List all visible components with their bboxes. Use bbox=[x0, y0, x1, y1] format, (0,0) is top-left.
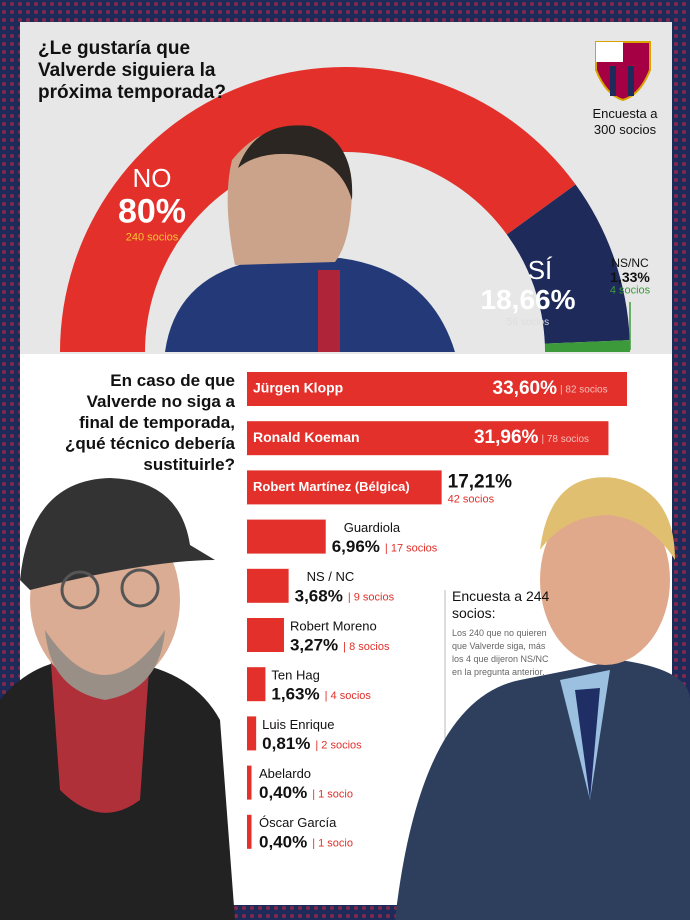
count-label: | 82 socios bbox=[560, 385, 608, 396]
bar bbox=[247, 667, 266, 702]
value-label: 3,27% bbox=[290, 635, 338, 654]
bar bbox=[247, 470, 442, 505]
bar bbox=[247, 814, 252, 849]
poll-note: Encuesta a 300 socios bbox=[592, 106, 658, 137]
count-label: | 1 socio bbox=[312, 838, 353, 850]
count-label: | 2 socios bbox=[315, 739, 362, 751]
count-label: | 17 socios bbox=[385, 543, 438, 555]
bars-note: Los 240 que no quieren que Valverde siga… bbox=[452, 628, 549, 677]
segment-label: NO bbox=[133, 163, 172, 193]
bar bbox=[247, 765, 252, 800]
value-label: 80% bbox=[118, 192, 186, 230]
bar bbox=[247, 519, 326, 554]
count-label: 56 socios bbox=[507, 317, 549, 328]
value-label: 31,96% bbox=[474, 427, 539, 448]
value-label: 0,81% bbox=[262, 734, 310, 753]
bars-title: En caso de que Valverde no siga a final … bbox=[64, 371, 235, 474]
donut-segment bbox=[544, 340, 630, 352]
count-label: | 8 socios bbox=[343, 641, 390, 653]
bar-name: NS / NC bbox=[307, 569, 355, 584]
segment-label: NS/NC bbox=[611, 256, 649, 270]
bar bbox=[247, 618, 284, 652]
fcb-crest bbox=[595, 41, 651, 102]
poll-title: ¿Le gustaría que Valverde siguiera la pr… bbox=[38, 38, 226, 103]
klopp-photo bbox=[0, 478, 235, 920]
value-label: 0,40% bbox=[259, 832, 307, 851]
value-label: 0,40% bbox=[259, 783, 307, 802]
count-label: 4 socios bbox=[610, 285, 651, 297]
bar-name: Robert Martínez (Bélgica) bbox=[253, 479, 410, 494]
value-label: 1,63% bbox=[271, 685, 319, 704]
bar-name: Jürgen Klopp bbox=[253, 380, 343, 396]
count-label: | 78 socios bbox=[541, 434, 589, 445]
bar-name: Óscar García bbox=[259, 815, 337, 830]
bars-note-title: Encuesta a 244 socios: bbox=[452, 588, 550, 621]
bar bbox=[247, 568, 289, 603]
bar bbox=[247, 372, 627, 406]
valverde-photo bbox=[165, 125, 455, 352]
count-label: 42 socios bbox=[448, 493, 495, 505]
value-label: 1,33% bbox=[610, 269, 650, 285]
koeman-photo bbox=[395, 477, 690, 920]
value-label: 18,66% bbox=[481, 284, 576, 315]
value-label: 6,96% bbox=[332, 537, 380, 556]
count-label: | 9 socios bbox=[348, 592, 395, 604]
count-label: 240 socios bbox=[126, 232, 179, 244]
count-label: | 4 socios bbox=[325, 690, 372, 702]
bar bbox=[247, 716, 257, 751]
segment-label: SÍ bbox=[528, 255, 553, 285]
bar-name: Robert Moreno bbox=[290, 618, 377, 633]
bar-name: Ronald Koeman bbox=[253, 429, 360, 445]
bar-name: Ten Hag bbox=[271, 668, 319, 683]
count-label: | 1 socio bbox=[312, 789, 353, 801]
donut-segment bbox=[60, 67, 576, 352]
bar-name: Luis Enrique bbox=[262, 717, 334, 732]
value-label: 17,21% bbox=[448, 471, 513, 492]
bar-name: Abelardo bbox=[259, 766, 311, 781]
donut-segment bbox=[506, 184, 630, 344]
bar bbox=[247, 421, 609, 456]
value-label: 33,60% bbox=[493, 378, 558, 399]
bar-name: Guardiola bbox=[344, 520, 401, 535]
value-label: 3,68% bbox=[295, 586, 343, 605]
